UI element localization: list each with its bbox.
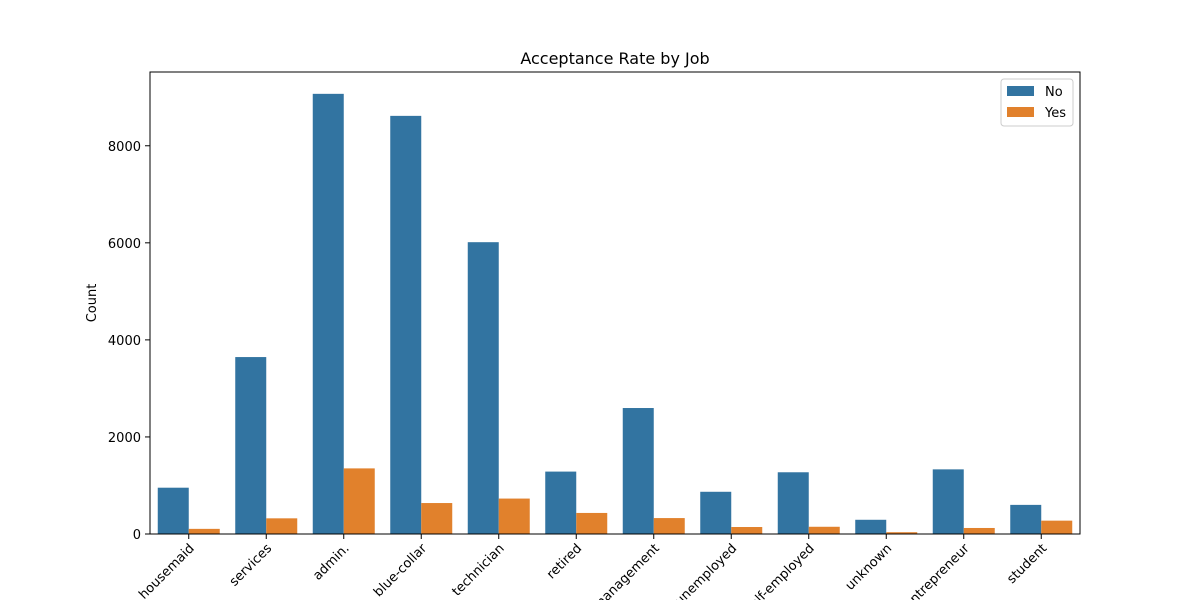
legend-label-yes: Yes [1044, 106, 1066, 121]
x-tick-label: management [590, 541, 662, 600]
bar-yes-technician [498, 498, 530, 534]
y-axis: 0 2000 4000 6000 8000 [108, 140, 150, 543]
bar-yes-housemaid [188, 528, 220, 534]
y-tick-label: 8000 [108, 140, 141, 155]
y-tick-label: 4000 [108, 334, 141, 349]
bar-yes-self-employed [808, 526, 840, 534]
x-tick-label: admin. [310, 541, 352, 583]
plot-frame [149, 71, 1081, 535]
bar-yes-unemployed [731, 527, 763, 534]
y-tick-label: 2000 [108, 431, 141, 446]
y-axis-label: Count [85, 284, 100, 323]
legend-swatch-no [1007, 86, 1034, 96]
x-axis: housemaid services admin. blue-collar techni… [136, 534, 1050, 600]
legend-swatch-yes [1007, 107, 1034, 117]
bar-yes-unknown [886, 532, 918, 534]
bar-no-blue-collar [390, 115, 422, 535]
bar-yes-retired [576, 512, 608, 534]
bar-no-management [622, 408, 654, 534]
x-tick-label: entrepreneur [902, 541, 974, 600]
chart-title: Acceptance Rate by Job [520, 49, 709, 68]
bar-no-student [1010, 504, 1042, 534]
x-tick-label: housemaid [136, 541, 197, 600]
bar-no-self-employed [777, 472, 809, 534]
y-tick-label: 0 [133, 528, 141, 543]
legend-label-no: No [1045, 85, 1063, 100]
bar-yes-services [266, 518, 298, 534]
x-tick-label: unknown [843, 541, 895, 593]
bars-group [157, 93, 1073, 535]
x-tick-label: self-employed [742, 541, 817, 600]
x-tick-label: student [1004, 541, 1050, 587]
bar-no-entrepreneur [932, 469, 964, 534]
bar-yes-blue-collar [421, 503, 453, 534]
x-tick-label: blue-collar [371, 541, 430, 600]
legend: No Yes [1000, 78, 1074, 127]
bar-yes-management [653, 518, 685, 534]
bar-no-admin [312, 93, 344, 534]
bar-yes-admin [343, 468, 375, 534]
x-tick-label: retired [544, 541, 585, 582]
x-tick-label: unemployed [672, 541, 740, 600]
bar-no-retired [545, 471, 577, 534]
bar-yes-entrepreneur [963, 527, 995, 534]
bar-no-services [235, 357, 267, 534]
y-tick-label: 6000 [108, 237, 141, 252]
x-tick-label: services [227, 541, 275, 589]
bar-yes-student [1041, 520, 1073, 534]
bar-no-unknown [855, 519, 887, 534]
x-tick-label: technician [449, 541, 507, 599]
bar-no-unemployed [700, 491, 732, 534]
bar-no-technician [467, 242, 499, 534]
bar-no-housemaid [157, 487, 189, 534]
